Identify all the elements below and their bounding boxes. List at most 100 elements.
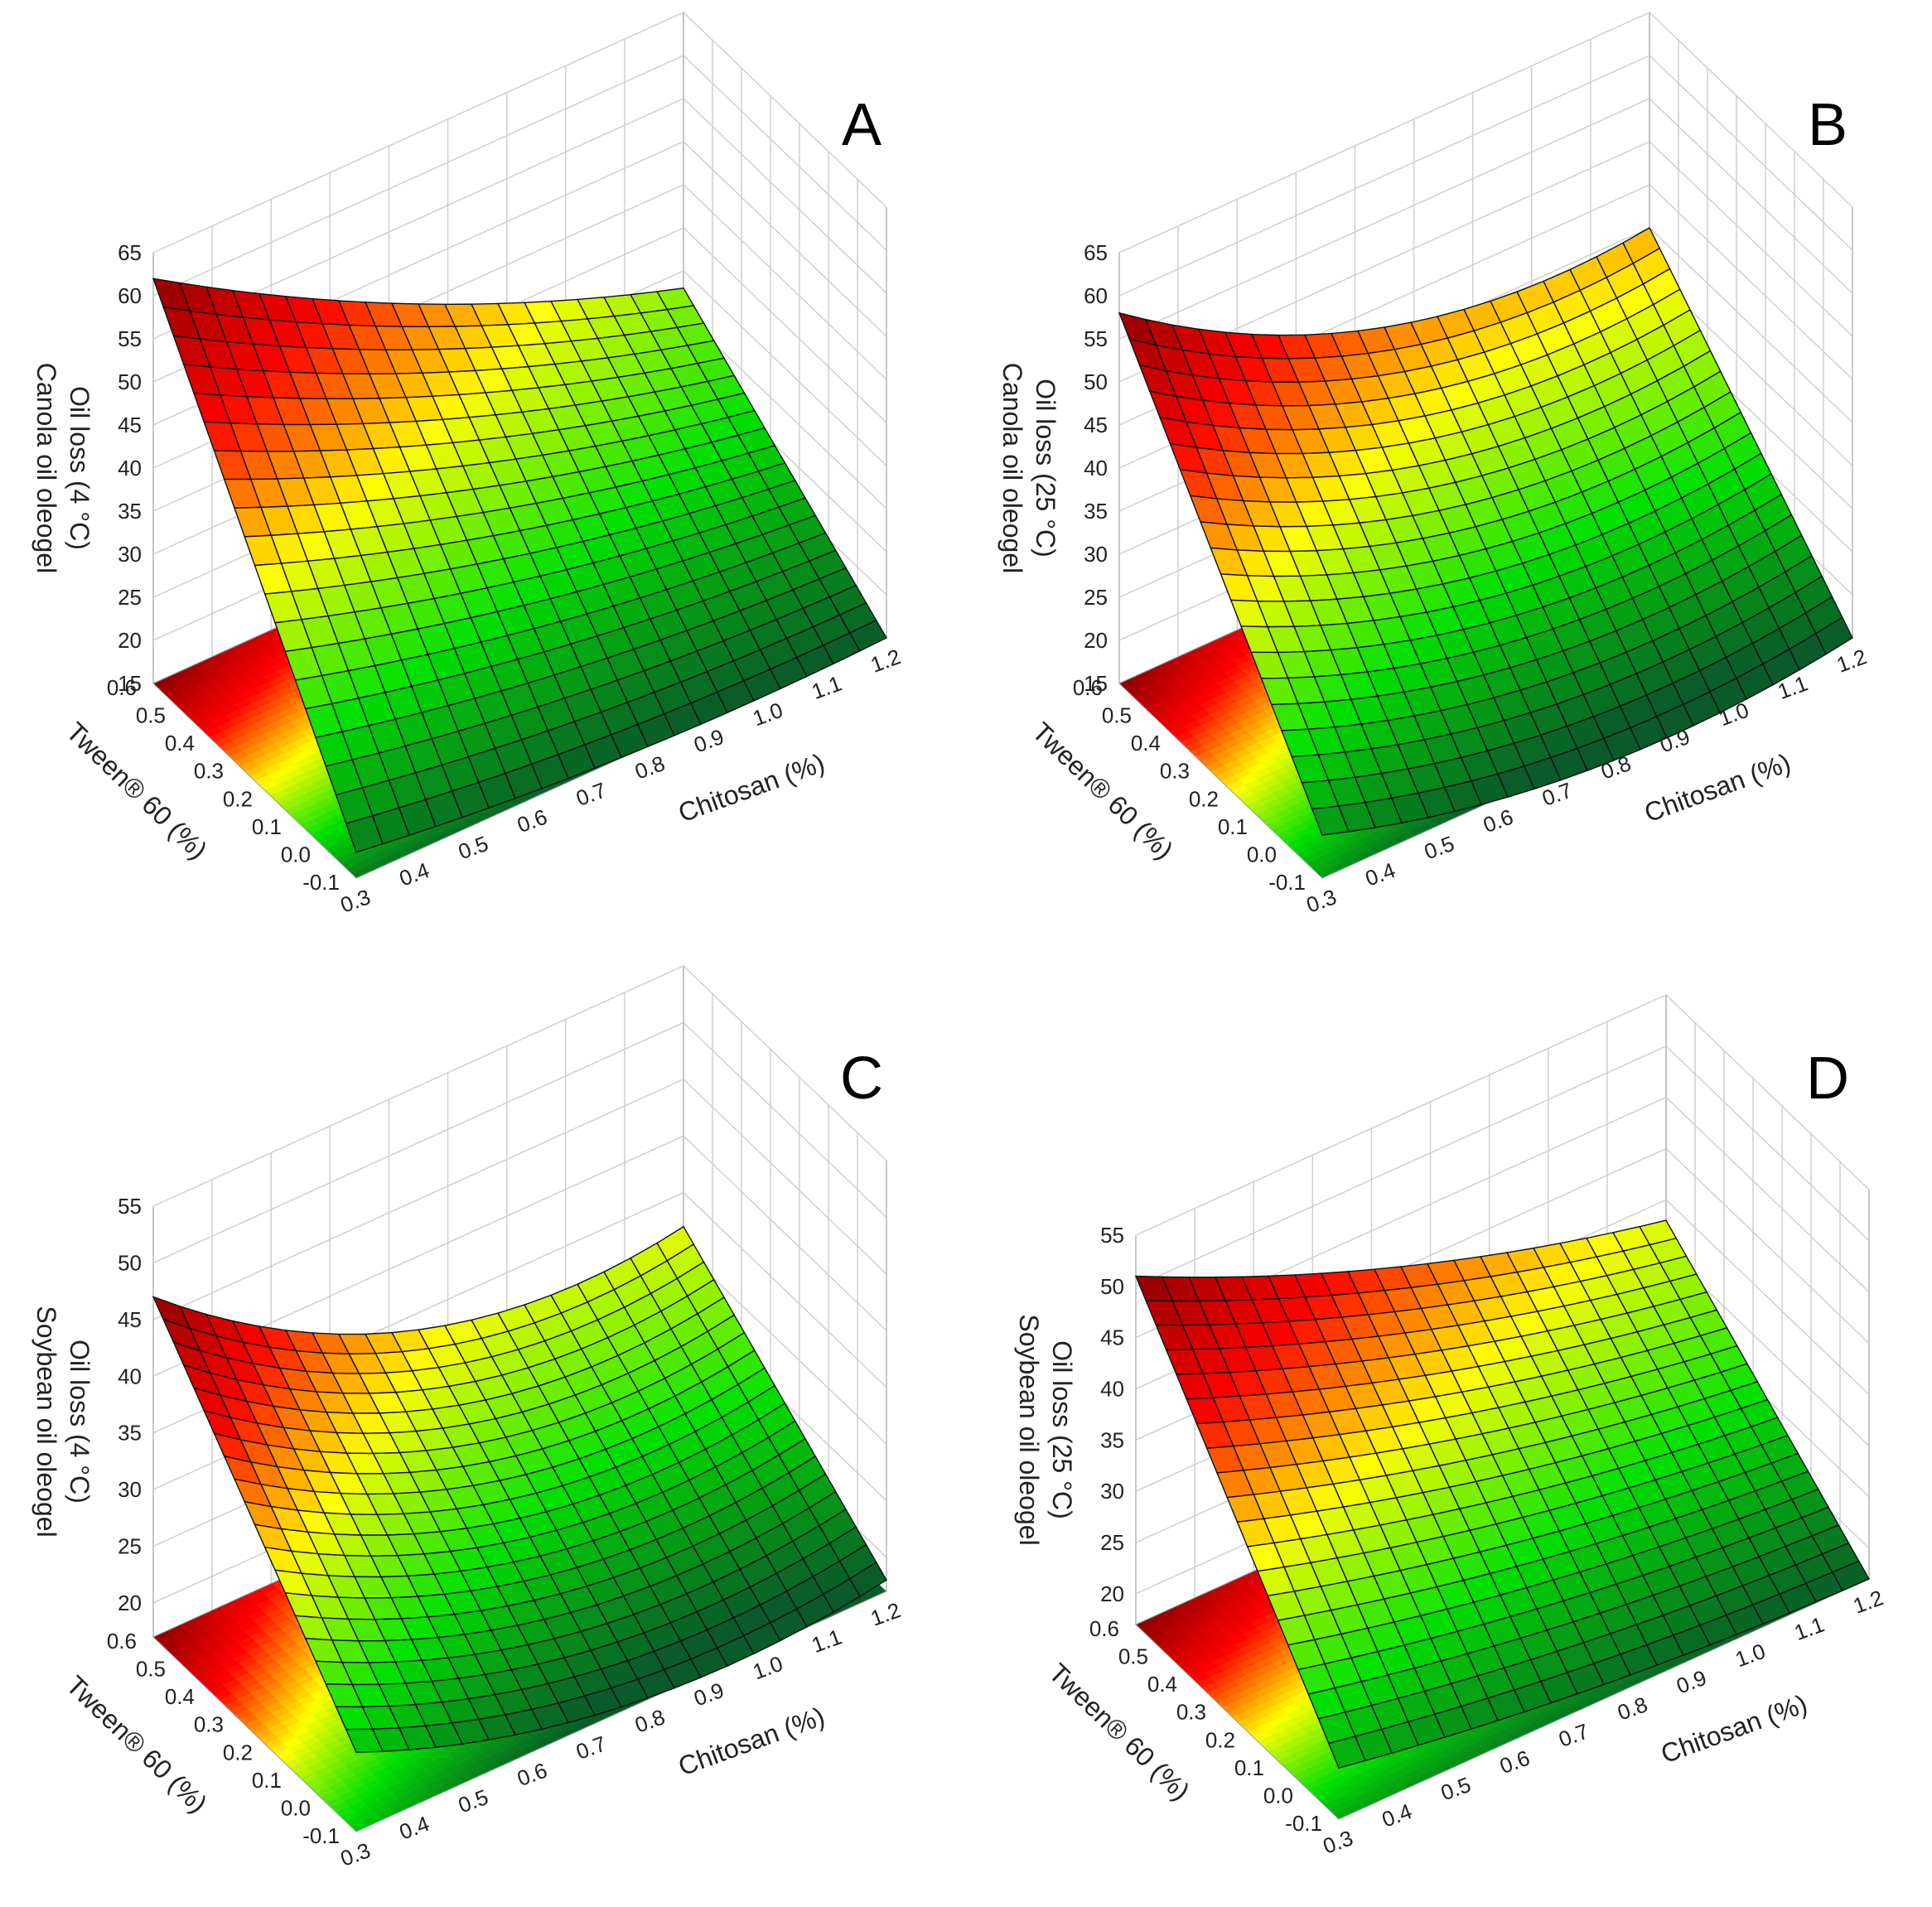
response-surface (1118, 227, 1853, 836)
x-tick-label: 0.8 (1614, 1692, 1650, 1726)
x-tick-label: 0.8 (631, 1704, 668, 1738)
z-tick-label: 40 (118, 1364, 142, 1388)
x-tick-label: 1.2 (867, 1597, 904, 1631)
z-axis-ticks: 15 20 25 30 35 40 45 50 55 60 65 (118, 240, 142, 696)
panel-c: 20 25 30 35 40 45 50 55 0.3 0.4 0.5 0.6 0.7 0.8 0.9 1.0… (0, 953, 966, 1907)
panel-letter: A (842, 92, 881, 158)
panel-a: 15 20 25 30 35 40 45 50 55 60 65 0.3 0.4 0.5 0.6 0.7 0.8… (0, 0, 966, 953)
x-tick-label: 1.2 (1850, 1585, 1886, 1619)
z-tick-label: 25 (1084, 585, 1108, 610)
y-tick-label: 0.2 (1205, 1727, 1235, 1752)
x-tick-label: 0.5 (1421, 831, 1457, 865)
z-tick-label: 40 (118, 456, 142, 480)
z-tick-label: 45 (118, 413, 142, 437)
y-tick-label: 0.5 (1118, 1644, 1148, 1669)
z-tick-label: 25 (118, 1534, 142, 1559)
y-tick-label: 0.0 (1263, 1783, 1293, 1808)
z-tick-label: 15 (118, 671, 142, 696)
z-axis-title-line: Canola oil oleogel (31, 363, 61, 573)
y-tick-label: 0.3 (1176, 1700, 1206, 1725)
panel-letter: B (1808, 92, 1847, 158)
x-tick-label: 0.6 (514, 804, 550, 838)
z-tick-label: 25 (118, 585, 142, 610)
x-tick-label: 0.7 (1555, 1718, 1591, 1752)
x-tick-label: 0.8 (631, 751, 668, 785)
panel-b: 15 20 25 30 35 40 45 50 55 60 65 0.3 0.4 0.5 0.6 0.7 0.8… (966, 0, 1932, 953)
z-tick-label: 55 (1100, 1223, 1124, 1248)
y-tick-label: 0.0 (1247, 842, 1277, 867)
z-axis-title-line: Canola oil oleogel (997, 363, 1027, 573)
y-tick-label: 0.3 (194, 759, 224, 784)
y-tick-label: 0.2 (223, 1740, 253, 1765)
z-tick-label: 55 (118, 326, 142, 351)
y-tick-label: 0.2 (1189, 786, 1219, 811)
panel-letter: D (1806, 1045, 1849, 1112)
z-axis-title: Oil loss (4 °C)Soybean oil oleogel (31, 1306, 94, 1537)
x-tick-label: 1.1 (1791, 1611, 1828, 1645)
x-tick-label: 0.9 (690, 1678, 727, 1711)
z-tick-label: 30 (118, 542, 142, 567)
x-tick-label: 0.5 (455, 831, 491, 865)
response-surface (152, 1225, 887, 1753)
y-tick-label: 0.4 (165, 731, 195, 756)
z-tick-label: 50 (118, 1250, 142, 1275)
z-tick-label: 50 (118, 369, 142, 394)
y-tick-label: 0.4 (1147, 1672, 1177, 1697)
x-axis-title: Chitosan (%) (674, 1701, 828, 1781)
chart-b: 15202530354045505560650.30.40.50.60.70.8… (997, 12, 1870, 918)
z-tick-label: 65 (1084, 240, 1108, 265)
y-tick-label: 0.4 (165, 1684, 195, 1709)
z-tick-label: 35 (1100, 1427, 1124, 1452)
z-tick-label: 35 (1084, 499, 1108, 524)
z-tick-label: 50 (1100, 1274, 1124, 1299)
z-tick-label: 15 (1084, 671, 1108, 696)
z-tick-label: 20 (118, 628, 142, 653)
x-tick-label: 1.0 (750, 1651, 786, 1685)
y-tick-label: 0.1 (1218, 814, 1248, 839)
y-axis-ticks: -0.1 0.0 0.1 0.20.3 0.4 0.5 0.6 (1073, 675, 1306, 895)
x-tick-label: 0.4 (1362, 857, 1398, 891)
panel-letter: C (840, 1045, 883, 1112)
y-tick-label: 0.6 (107, 1629, 137, 1654)
y-tick-label: -0.1 (302, 1823, 340, 1848)
y-tick-label: 0.5 (1102, 703, 1132, 728)
z-axis-ticks: 20 25 30 35 40 45 50 55 (1100, 1223, 1124, 1606)
z-tick-label: 20 (118, 1591, 142, 1615)
z-axis-title: Oil loss (25 °C)Soybean oil oleogel (1014, 1314, 1077, 1545)
y-tick-label: 0.3 (1160, 759, 1190, 784)
y-tick-label: -0.1 (302, 870, 340, 895)
z-tick-label: 30 (1100, 1479, 1124, 1504)
x-axis-title: Chitosan (%) (1640, 747, 1794, 828)
x-tick-label: 0.7 (572, 777, 609, 811)
z-tick-label: 40 (1084, 456, 1108, 480)
y-tick-label: 0.6 (1089, 1616, 1119, 1641)
z-tick-label: 30 (118, 1477, 142, 1502)
x-tick-label: 0.4 (396, 857, 432, 891)
y-tick-label: 0.1 (252, 1768, 282, 1793)
y-tick-label: 0.5 (136, 1657, 166, 1682)
x-tick-label: 1.0 (1732, 1639, 1769, 1673)
z-tick-label: 50 (1084, 369, 1108, 394)
z-tick-label: 55 (1084, 326, 1108, 351)
z-tick-label: 40 (1100, 1377, 1124, 1402)
z-tick-label: 25 (1100, 1530, 1124, 1555)
z-tick-label: 20 (1100, 1581, 1124, 1606)
x-tick-label: 0.4 (396, 1811, 432, 1845)
y-tick-label: 0.1 (252, 814, 282, 839)
x-tick-label: 0.9 (690, 724, 727, 758)
x-tick-label: 0.6 (1480, 804, 1516, 838)
z-axis-title-line: Oil loss (4 °C) (65, 1340, 94, 1504)
x-tick-label: 1.2 (1833, 644, 1870, 678)
y-tick-label: 0.4 (1131, 731, 1161, 756)
z-tick-label: 45 (1100, 1325, 1124, 1350)
x-axis-title: Chitosan (%) (674, 747, 828, 828)
y-tick-label: 0.1 (1234, 1755, 1264, 1780)
x-tick-label: 0.3 (337, 884, 374, 918)
z-tick-label: 60 (118, 283, 142, 308)
z-axis-title-line: Soybean oil oleogel (31, 1306, 61, 1537)
z-axis-ticks: 20 25 30 35 40 45 50 55 (118, 1194, 142, 1615)
z-axis-ticks: 15 20 25 30 35 40 45 50 55 60 65 (1084, 240, 1108, 696)
x-tick-label: 0.7 (572, 1731, 609, 1765)
response-surface (1134, 1219, 1870, 1769)
